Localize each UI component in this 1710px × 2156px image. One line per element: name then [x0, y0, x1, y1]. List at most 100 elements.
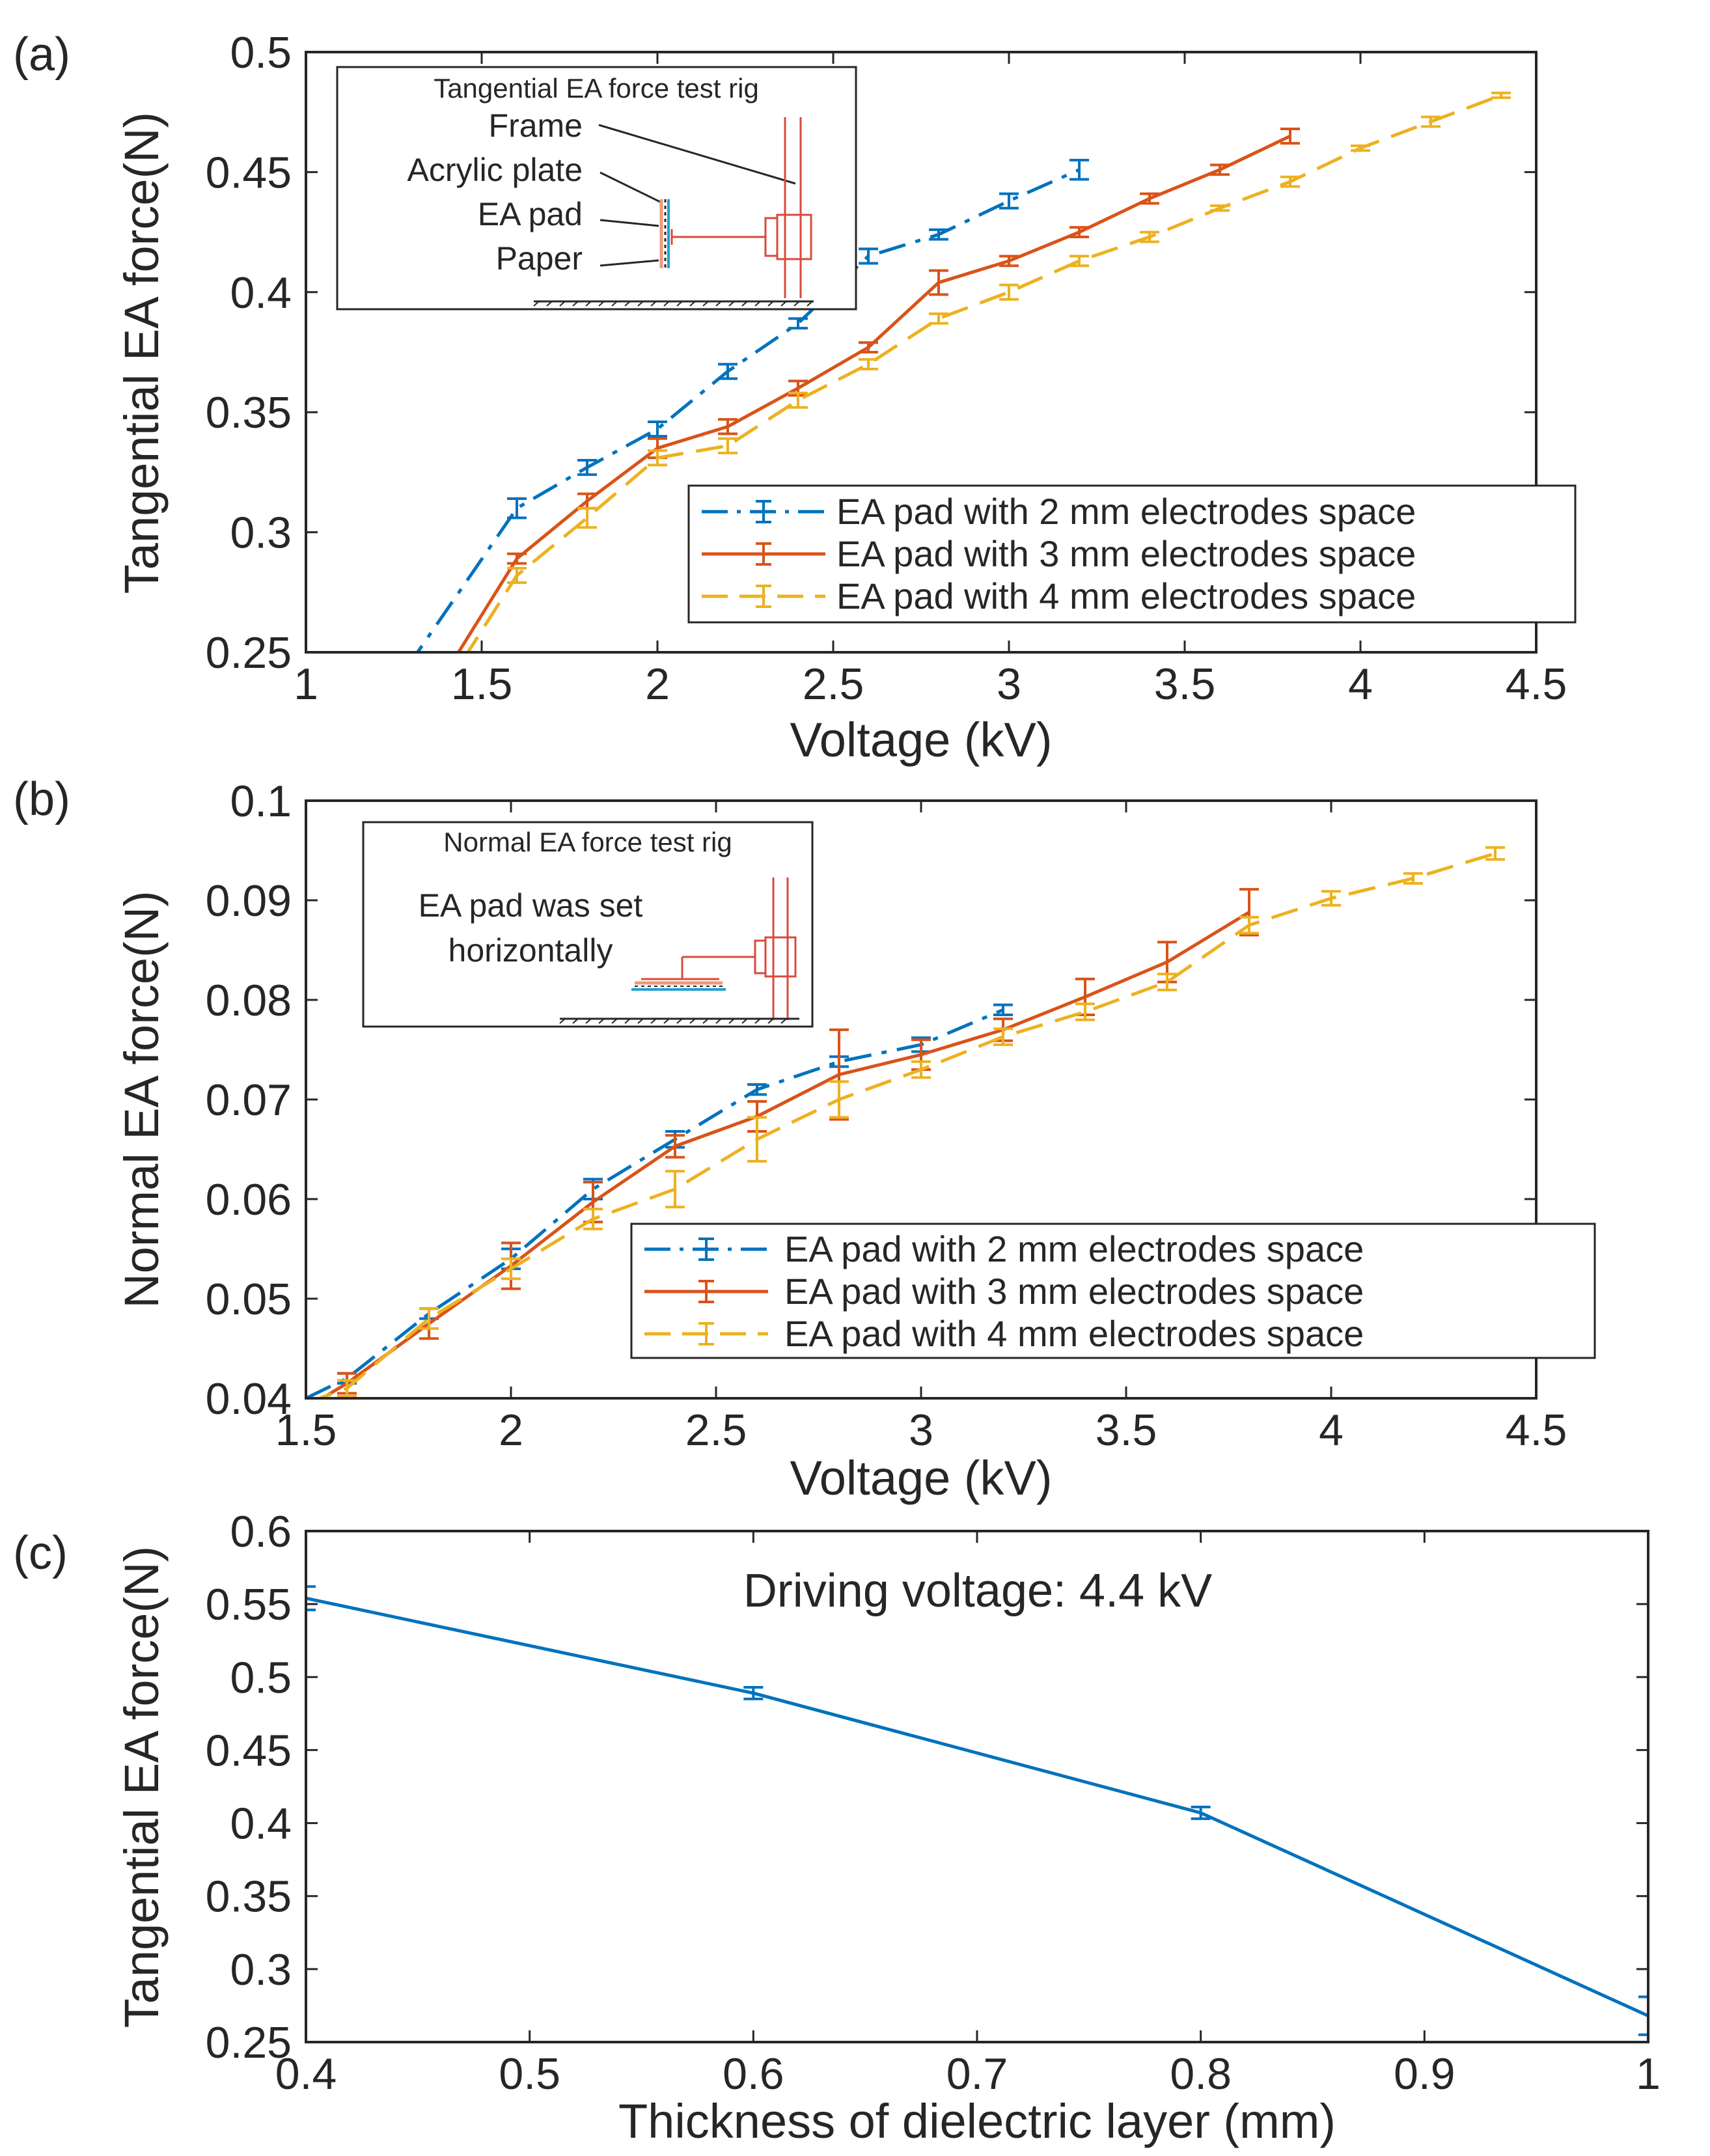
panel-b-error-bar	[993, 1003, 1013, 1016]
panel-b-error-bar	[747, 1116, 767, 1163]
panel-c-x-tick-label: 0.4	[275, 2049, 337, 2099]
inset-a-label-frame: Frame	[489, 107, 583, 144]
panel-b-x-tick-label: 3	[909, 1405, 933, 1455]
panel-b-y-tick-label: 0.05	[206, 1275, 292, 1324]
panel-b-error-bar	[993, 1027, 1013, 1046]
legend-a-label-2mm: EA pad with 2 mm electrodes space	[836, 491, 1416, 532]
panel-b-error-bar	[1075, 1002, 1095, 1021]
panel-a-y-tick-label: 0.25	[206, 628, 292, 678]
panel-b-error-bar	[665, 1134, 685, 1159]
panel-a-x-tick-label: 1	[294, 659, 318, 709]
panel-c-x-tick-label: 0.6	[723, 2049, 784, 2099]
inset-a-title: Tangential EA force test rig	[434, 73, 759, 104]
panel-a-y-tick-label: 0.35	[206, 388, 292, 437]
legend-b-label-4mm: EA pad with 4 mm electrodes space	[784, 1313, 1364, 1354]
panel-a-error-bar	[718, 418, 738, 435]
panel-b-y-tick-label: 0.1	[230, 777, 292, 826]
panel-b-y-axis-label: Normal EA force(N)	[115, 891, 169, 1308]
panel-a-error-bar	[1069, 226, 1089, 238]
panel-a-error-bar	[718, 363, 738, 380]
panel-c-chart: (c) 0.4 0.5 0.6 0.7 0.8 0.9 1 0.25 0.3 0.35 0.4 0.…	[13, 1507, 1661, 2148]
inset-a-label-paper: Paper	[496, 240, 583, 277]
panel-c-error-bar	[1638, 1995, 1648, 2036]
legend-b-label-2mm: EA pad with 2 mm electrodes space	[784, 1228, 1364, 1269]
panel-b-x-tick-label: 3.5	[1096, 1405, 1157, 1455]
panel-c-y-tick-label: 0.35	[206, 1872, 292, 1922]
panel-c-error-bar	[743, 1685, 764, 1700]
panel-a-error-bar	[929, 228, 948, 241]
panel-a-error-bar	[788, 317, 808, 330]
panel-a-error-bar	[1069, 255, 1089, 268]
panel-b-error-bar	[1321, 890, 1341, 907]
panel-b-chart: (b) 1.5 2 2.5 3 3.5 4 4.5 0.04 0.05 0.06 0.07 0.08…	[13, 773, 1596, 1505]
panel-a-error-bar	[1140, 192, 1159, 205]
panel-a-error-bar	[999, 255, 1019, 268]
panel-a-x-tick-label: 1.5	[451, 659, 513, 709]
panel-a-error-bar	[1280, 175, 1300, 188]
panel-a-error-bar	[1069, 158, 1089, 181]
panel-c-y-axis-label: Tangential EA force(N)	[115, 1546, 169, 2028]
panel-b-x-axis-label: Voltage (kV)	[790, 1451, 1052, 1505]
panel-a-x-tick-label: 4.5	[1506, 659, 1567, 709]
panel-a-x-axis-label: Voltage (kV)	[790, 713, 1052, 767]
legend-b-label-3mm: EA pad with 3 mm electrodes space	[784, 1271, 1364, 1312]
panel-c-y-tick-label: 0.5	[230, 1653, 292, 1702]
panel-a-error-bar	[788, 391, 808, 409]
legend-a-entry-4mm: EA pad with 4 mm electrodes space	[702, 575, 1416, 616]
panel-b-legend: EA pad with 2 mm electrodes space EA pad…	[630, 1223, 1596, 1359]
panel-a-x-tick-label: 2.5	[803, 659, 864, 709]
panel-b-error-bar	[1239, 916, 1259, 935]
panel-a-y-tick-label: 0.5	[230, 28, 292, 77]
panel-a-label: (a)	[13, 29, 70, 81]
panel-a-series-line	[415, 168, 1081, 652]
panel-a-error-bar	[648, 449, 667, 467]
panel-c-y-tick-label: 0.25	[206, 2018, 292, 2067]
panel-c-x-tick-label: 0.8	[1170, 2049, 1232, 2099]
panel-a-error-bar	[929, 269, 948, 296]
panel-a-y-axis-label: Tangential EA force(N)	[115, 112, 169, 594]
panel-c-y-tick-label: 0.55	[206, 1580, 292, 1629]
legend-b-entry-4mm: EA pad with 4 mm electrodes space	[644, 1313, 1364, 1354]
panel-a-x-tick-label: 4	[1348, 659, 1373, 709]
panel-b-series-3	[314, 846, 1505, 1398]
panel-a-error-bar	[1140, 230, 1159, 243]
panel-a-error-bar	[1421, 115, 1441, 128]
panel-c-x-tick-label: 0.9	[1394, 2049, 1455, 2099]
panel-c-x-tick-label: 0.5	[499, 2049, 560, 2099]
panel-a-x-tick-label: 3	[997, 659, 1021, 709]
panel-a-error-bar	[859, 358, 878, 370]
panel-c-y-tick-label: 0.3	[230, 1945, 292, 1995]
panel-a-error-bar	[577, 506, 597, 529]
panel-a-x-tick-label: 2	[645, 659, 670, 709]
panel-a-error-bar	[859, 341, 878, 353]
panel-c-error-bar	[1191, 1805, 1211, 1820]
panel-a-error-bar	[1210, 163, 1230, 176]
inset-b-title: Normal EA force test rig	[443, 827, 732, 857]
panel-c-axes-box	[305, 1530, 1649, 2043]
panel-a-error-bar	[1280, 128, 1300, 145]
panel-b-error-bar	[1485, 846, 1505, 861]
panel-c-y-tick-label: 0.6	[230, 1507, 292, 1556]
panel-b-error-bar	[829, 1080, 849, 1119]
panel-a-error-bar	[999, 283, 1019, 301]
panel-a-error-bar	[929, 312, 948, 325]
panel-c-plot-area	[306, 1531, 1648, 2042]
panel-a-legend: EA pad with 2 mm electrodes space EA pad…	[687, 484, 1577, 624]
panel-a-error-bar	[507, 497, 527, 519]
inset-b-label-line2: horizontally	[448, 932, 613, 969]
inset-b-label-line1: EA pad was set	[419, 887, 643, 924]
inset-b-box	[362, 821, 814, 1028]
panel-b-error-bar	[911, 1060, 931, 1079]
panel-b-x-tick-label: 2	[499, 1405, 523, 1455]
panel-a-y-tick-label: 0.45	[206, 148, 292, 197]
inset-a-label-acrylic-plate: Acrylic plate	[407, 152, 583, 188]
panel-b-legend-box	[630, 1223, 1596, 1359]
panel-a-error-bar	[718, 437, 738, 454]
panel-a-axes-box	[305, 51, 1538, 654]
panel-a-error-bar	[648, 420, 667, 438]
panel-b-axes-box	[305, 799, 1538, 1400]
panel-c-y-tick-label: 0.45	[206, 1726, 292, 1775]
panel-c-error-bar	[306, 1585, 316, 1612]
panel-b-error-bar	[337, 1379, 357, 1398]
